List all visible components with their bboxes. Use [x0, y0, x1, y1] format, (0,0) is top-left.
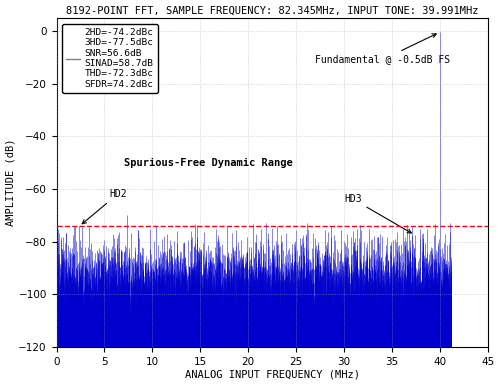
Title: 8192-POINT FFT, SAMPLE FREQUENCY: 82.345MHz, INPUT TONE: 39.991MHz: 8192-POINT FFT, SAMPLE FREQUENCY: 82.345… [66, 5, 478, 15]
Legend: 2HD=-74.2dBc
3HD=-77.5dBc
SNR=56.6dB
SINAD=58.7dB
THD=-72.3dBc
SFDR=74.2dBc: 2HD=-74.2dBc 3HD=-77.5dBc SNR=56.6dB SIN… [62, 24, 158, 93]
Text: Fundamental @ -0.5dB FS: Fundamental @ -0.5dB FS [316, 34, 450, 65]
Text: HD3: HD3 [344, 194, 412, 233]
Text: Spurious-Free Dynamic Range: Spurious-Free Dynamic Range [124, 157, 292, 167]
Text: HD2: HD2 [82, 189, 127, 224]
X-axis label: ANALOG INPUT FREQUENCY (MHz): ANALOG INPUT FREQUENCY (MHz) [184, 370, 360, 380]
Y-axis label: AMPLITUDE (dB): AMPLITUDE (dB) [6, 139, 16, 226]
